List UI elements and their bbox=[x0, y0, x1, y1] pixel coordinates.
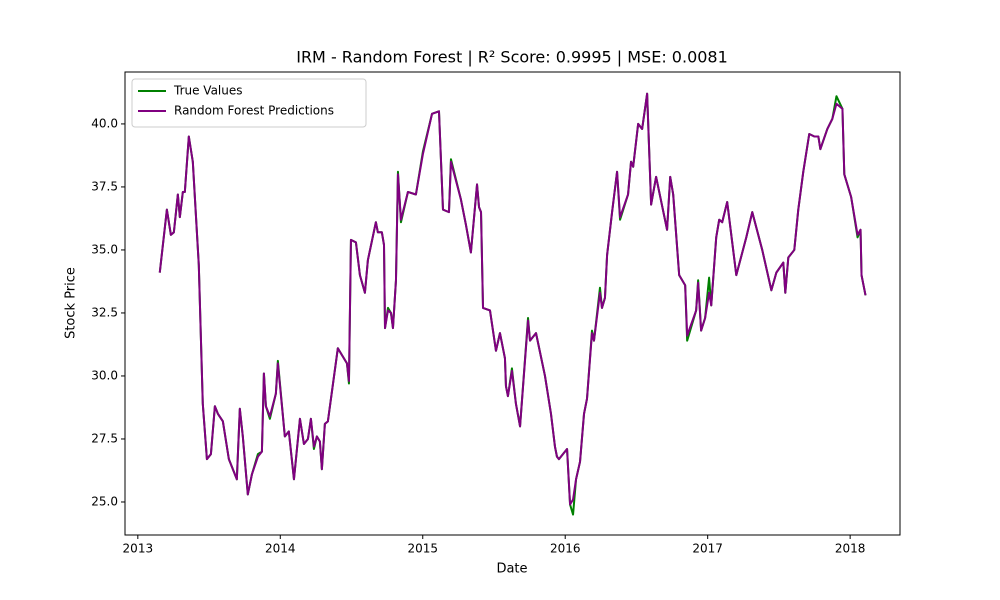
x-tick-label: 2018 bbox=[835, 542, 866, 556]
legend-label: True Values bbox=[173, 84, 243, 98]
x-tick-label: 2014 bbox=[265, 542, 296, 556]
y-tick-label: 40.0 bbox=[91, 116, 118, 130]
x-axis-label: Date bbox=[496, 562, 527, 577]
y-tick-label: 35.0 bbox=[91, 242, 118, 256]
legend-label: Random Forest Predictions bbox=[174, 104, 334, 118]
y-tick-label: 25.0 bbox=[91, 494, 118, 508]
chart-title: IRM - Random Forest | R² Score: 0.9995 |… bbox=[296, 48, 728, 67]
line-series bbox=[158, 92, 867, 506]
y-tick-label: 30.0 bbox=[91, 368, 118, 382]
x-tick-label: 2013 bbox=[123, 542, 154, 556]
plot-frame bbox=[124, 71, 901, 536]
legend-box bbox=[131, 78, 367, 128]
y-axis-label: Stock Price bbox=[64, 267, 79, 339]
x-tick-label: 2017 bbox=[692, 542, 723, 556]
y-tick-label: 37.5 bbox=[91, 179, 118, 193]
y-tick-label: 27.5 bbox=[91, 431, 118, 445]
x-tick-label: 2016 bbox=[550, 542, 581, 556]
y-tick-label: 32.5 bbox=[91, 305, 118, 319]
line-series bbox=[158, 92, 867, 516]
x-tick-label: 2015 bbox=[407, 542, 438, 556]
